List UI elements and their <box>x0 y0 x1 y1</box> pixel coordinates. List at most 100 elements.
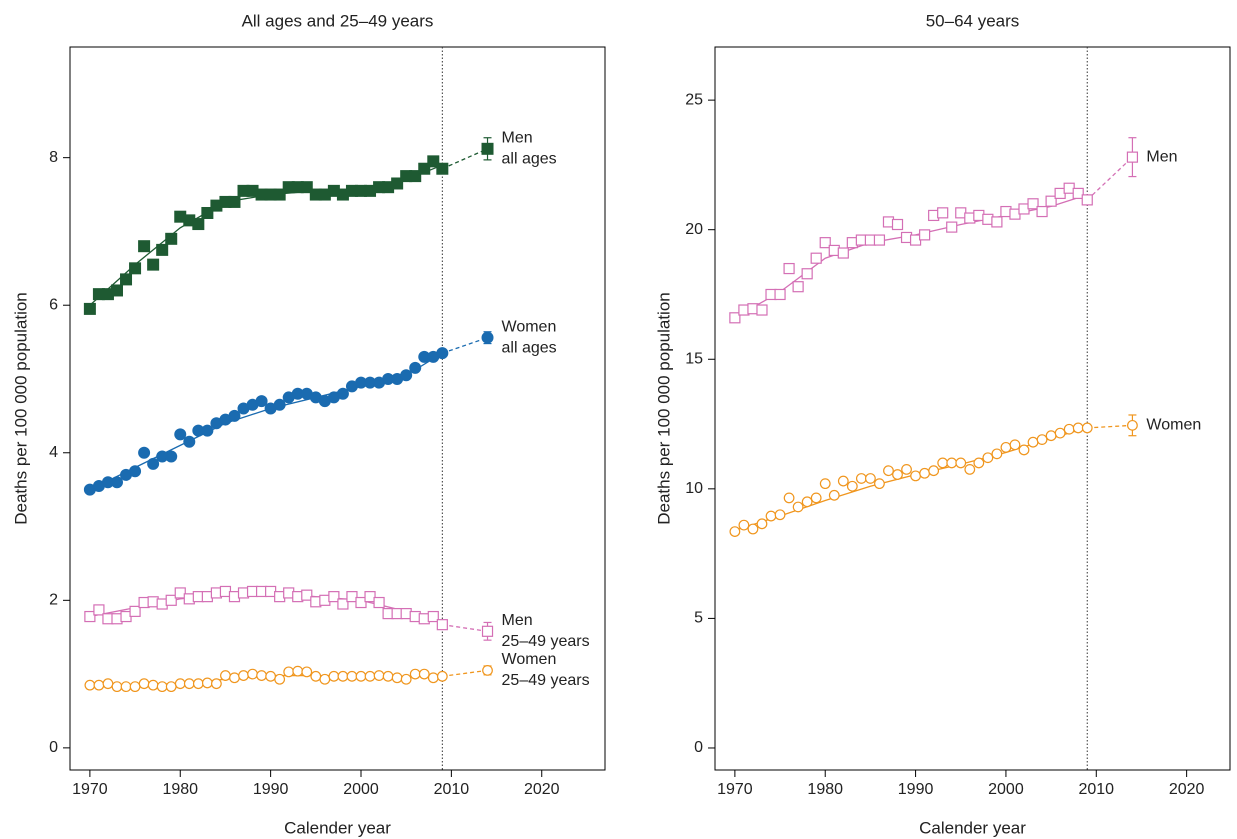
data-point <box>729 312 741 324</box>
data-point <box>400 673 412 685</box>
y-tick-label: 6 <box>49 296 58 313</box>
data-point <box>991 448 1003 460</box>
data-point <box>409 668 421 680</box>
data-point <box>928 465 940 477</box>
data-point <box>982 452 994 464</box>
data-point <box>201 677 213 689</box>
data-point <box>801 496 813 508</box>
data-point <box>819 478 831 490</box>
projection-line <box>1087 424 1133 429</box>
data-point <box>120 273 133 286</box>
data-point <box>156 681 168 693</box>
data-point <box>846 480 858 492</box>
data-point <box>201 206 214 219</box>
data-point <box>129 681 141 693</box>
projection-line <box>442 624 488 632</box>
data-point <box>855 473 867 484</box>
data-point <box>346 591 358 603</box>
data-point <box>427 155 440 168</box>
data-point <box>110 476 123 489</box>
data-point <box>174 678 186 690</box>
data-point <box>147 679 159 691</box>
data-point <box>937 457 949 469</box>
data-point <box>828 489 840 501</box>
data-point <box>774 288 786 301</box>
data-point <box>756 304 768 316</box>
data-point <box>84 610 96 623</box>
data-point <box>946 457 958 469</box>
data-point <box>481 142 494 155</box>
data-point <box>156 243 169 256</box>
data-point <box>436 162 449 175</box>
y-tick-label: 2 <box>49 592 58 609</box>
data-point <box>1027 436 1039 448</box>
data-point <box>364 591 376 603</box>
y-tick-label: 10 <box>685 480 703 497</box>
data-point <box>436 670 448 682</box>
data-point <box>129 262 142 275</box>
data-point <box>783 492 795 504</box>
series-label: Women <box>502 651 557 668</box>
data-point <box>256 670 267 681</box>
data-point <box>93 679 105 691</box>
y-tick-label: 8 <box>49 149 58 166</box>
x-tick-label: 2010 <box>1078 781 1114 798</box>
x-tick-label: 2000 <box>343 781 379 798</box>
data-point <box>400 369 413 382</box>
data-point <box>265 670 277 682</box>
data-point <box>165 681 177 693</box>
data-point <box>1072 422 1084 434</box>
data-point <box>273 188 286 201</box>
data-point <box>1063 423 1075 435</box>
data-point <box>1045 195 1057 207</box>
data-point <box>873 234 886 246</box>
series-label: all ages <box>502 339 557 356</box>
x-tick-label: 2020 <box>524 781 560 798</box>
data-point <box>192 218 205 231</box>
panel-title: All ages and 25–49 years <box>242 11 434 30</box>
data-point <box>373 670 385 681</box>
data-point <box>747 523 759 535</box>
data-point <box>955 457 967 469</box>
data-point <box>409 170 422 183</box>
data-point <box>1081 194 1093 206</box>
data-point <box>211 678 222 690</box>
data-point <box>891 218 904 231</box>
data-point <box>765 510 777 522</box>
data-point <box>220 670 231 681</box>
plot-frame <box>69 46 606 771</box>
data-point <box>138 678 150 690</box>
data-point <box>292 665 304 677</box>
y-axis-label: Deaths per 100 000 population <box>11 292 30 525</box>
data-point <box>328 591 340 603</box>
projection-line <box>442 337 488 354</box>
data-point <box>774 509 786 521</box>
data-point <box>783 262 795 275</box>
data-point <box>201 424 214 437</box>
panel: All ages and 25–49 years 1970 1980 1990 2000… <box>11 11 606 837</box>
data-point <box>346 670 358 682</box>
data-point <box>247 668 258 680</box>
data-point <box>1009 439 1021 451</box>
data-point <box>83 302 96 315</box>
x-tick-label: 2010 <box>434 781 470 798</box>
data-point <box>946 221 958 233</box>
data-point <box>1126 151 1139 163</box>
data-point <box>1054 427 1066 439</box>
fit-line <box>734 194 1088 319</box>
data-point <box>919 467 931 479</box>
data-point <box>228 409 241 422</box>
data-point <box>301 589 313 601</box>
data-point <box>84 679 96 691</box>
data-point <box>482 665 493 676</box>
data-point <box>382 670 394 682</box>
data-point <box>427 672 439 684</box>
x-tick-label: 1970 <box>72 781 108 798</box>
data-point <box>111 681 123 693</box>
data-point <box>436 347 449 360</box>
data-point <box>228 195 241 208</box>
data-point <box>481 331 494 344</box>
data-point <box>738 519 750 531</box>
data-point <box>1081 422 1093 434</box>
